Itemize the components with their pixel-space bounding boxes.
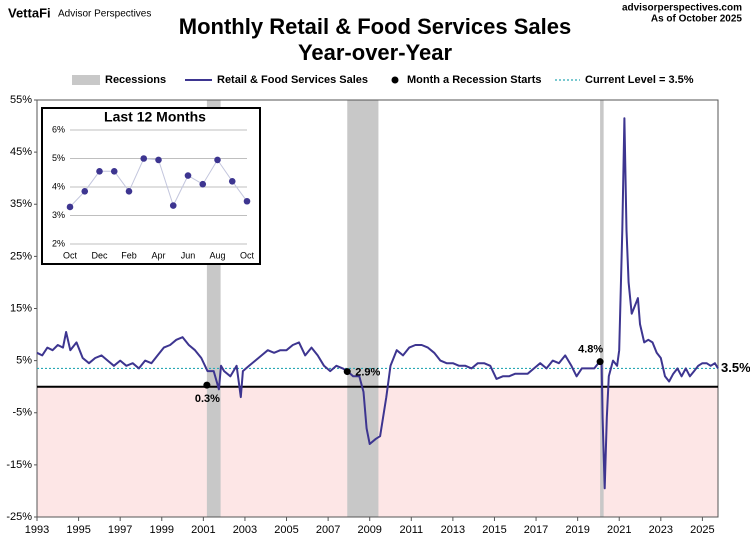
inset-dot	[96, 168, 103, 175]
x-tick-label: 1999	[150, 524, 174, 536]
x-tick-label: 1993	[25, 524, 49, 536]
inset-x-tick-label: Jun	[181, 250, 196, 260]
recession-start-label: 0.3%	[195, 393, 220, 405]
inset-title: Last 12 Months	[104, 109, 206, 125]
chart-title: Monthly Retail & Food Services Sales	[179, 14, 571, 39]
inset-dot	[199, 180, 207, 188]
legend-label: Month a Recession Starts	[407, 74, 541, 86]
brand: Advisor Perspectives	[58, 9, 151, 20]
date: As of October 2025	[651, 14, 743, 25]
inset-x-tick-label: Feb	[121, 250, 137, 260]
recession-start-dot	[343, 368, 351, 376]
y-tick-label: 35%	[10, 198, 32, 210]
current-level-label: 3.5%	[721, 360, 750, 375]
y-tick-label: 15%	[10, 302, 32, 314]
y-tick-label: 5%	[16, 355, 32, 367]
recession-start-label: 2.9%	[355, 366, 380, 378]
x-tick-label: 2019	[565, 524, 589, 536]
inset-frame	[41, 107, 261, 265]
inset-dot	[125, 187, 133, 195]
inset-x-tick-label: Dec	[91, 250, 108, 260]
x-tick-label: 2009	[357, 524, 381, 536]
legend-label: Retail & Food Services Sales	[217, 74, 368, 86]
inset-x-tick-label: Oct	[240, 250, 255, 260]
inset-dot	[169, 202, 177, 209]
inset-dot	[110, 168, 118, 175]
y-tick-label: -25%	[6, 511, 32, 523]
site: advisorperspectives.com	[622, 3, 742, 14]
inset-y-tick-label: 5%	[52, 153, 65, 163]
y-tick-label: 55%	[10, 94, 32, 106]
x-tick-label: 2023	[649, 524, 673, 536]
inset-x-tick-label: Apr	[151, 250, 165, 260]
inset-dot	[66, 203, 74, 211]
x-tick-label: 2001	[191, 524, 215, 536]
legend-label: Current Level = 3.5%	[585, 74, 694, 86]
series-line	[36, 117, 719, 490]
recession-start-label: 4.8%	[578, 344, 603, 356]
recession-start-dot	[203, 381, 211, 389]
logo: VettaFi	[8, 5, 51, 20]
recession-start-dot	[596, 358, 604, 366]
legend-swatch	[391, 76, 399, 84]
x-tick-label: 2005	[274, 524, 298, 536]
inset-dot	[140, 155, 148, 162]
x-tick-label: 1997	[108, 524, 132, 536]
inset-y-tick-label: 3%	[52, 210, 65, 220]
x-tick-label: 2011	[399, 524, 423, 536]
x-tick-label: 2015	[482, 524, 506, 536]
inset-dot	[155, 156, 162, 164]
legend-swatch	[72, 75, 100, 85]
inset-dot	[243, 197, 251, 205]
recession-band	[600, 100, 604, 517]
y-tick-label: 25%	[10, 250, 32, 262]
inset-x-tick-label: Oct	[63, 250, 78, 260]
inset-y-tick-label: 2%	[52, 238, 65, 248]
inset-dot	[214, 156, 221, 164]
recession-band	[347, 100, 379, 517]
x-tick-label: 2007	[316, 524, 340, 536]
x-tick-label: 1995	[66, 524, 90, 536]
y-tick-label: -5%	[12, 407, 32, 419]
inset-y-tick-label: 6%	[52, 124, 65, 134]
inset-y-tick-label: 4%	[52, 181, 65, 191]
legend-label: Recessions	[105, 74, 166, 86]
x-tick-label: 2021	[607, 524, 631, 536]
y-tick-label: 45%	[10, 146, 32, 158]
inset-dot	[81, 187, 89, 195]
x-tick-label: 2013	[441, 524, 465, 536]
x-tick-label: 2025	[690, 524, 714, 536]
x-tick-label: 2017	[524, 524, 548, 536]
inset-dot	[228, 178, 236, 185]
y-tick-label: -15%	[6, 459, 32, 471]
chart-subtitle: Year-over-Year	[298, 40, 453, 65]
inset-x-tick-label: Aug	[209, 250, 225, 260]
x-tick-label: 2003	[233, 524, 257, 536]
inset-dot	[184, 172, 192, 179]
